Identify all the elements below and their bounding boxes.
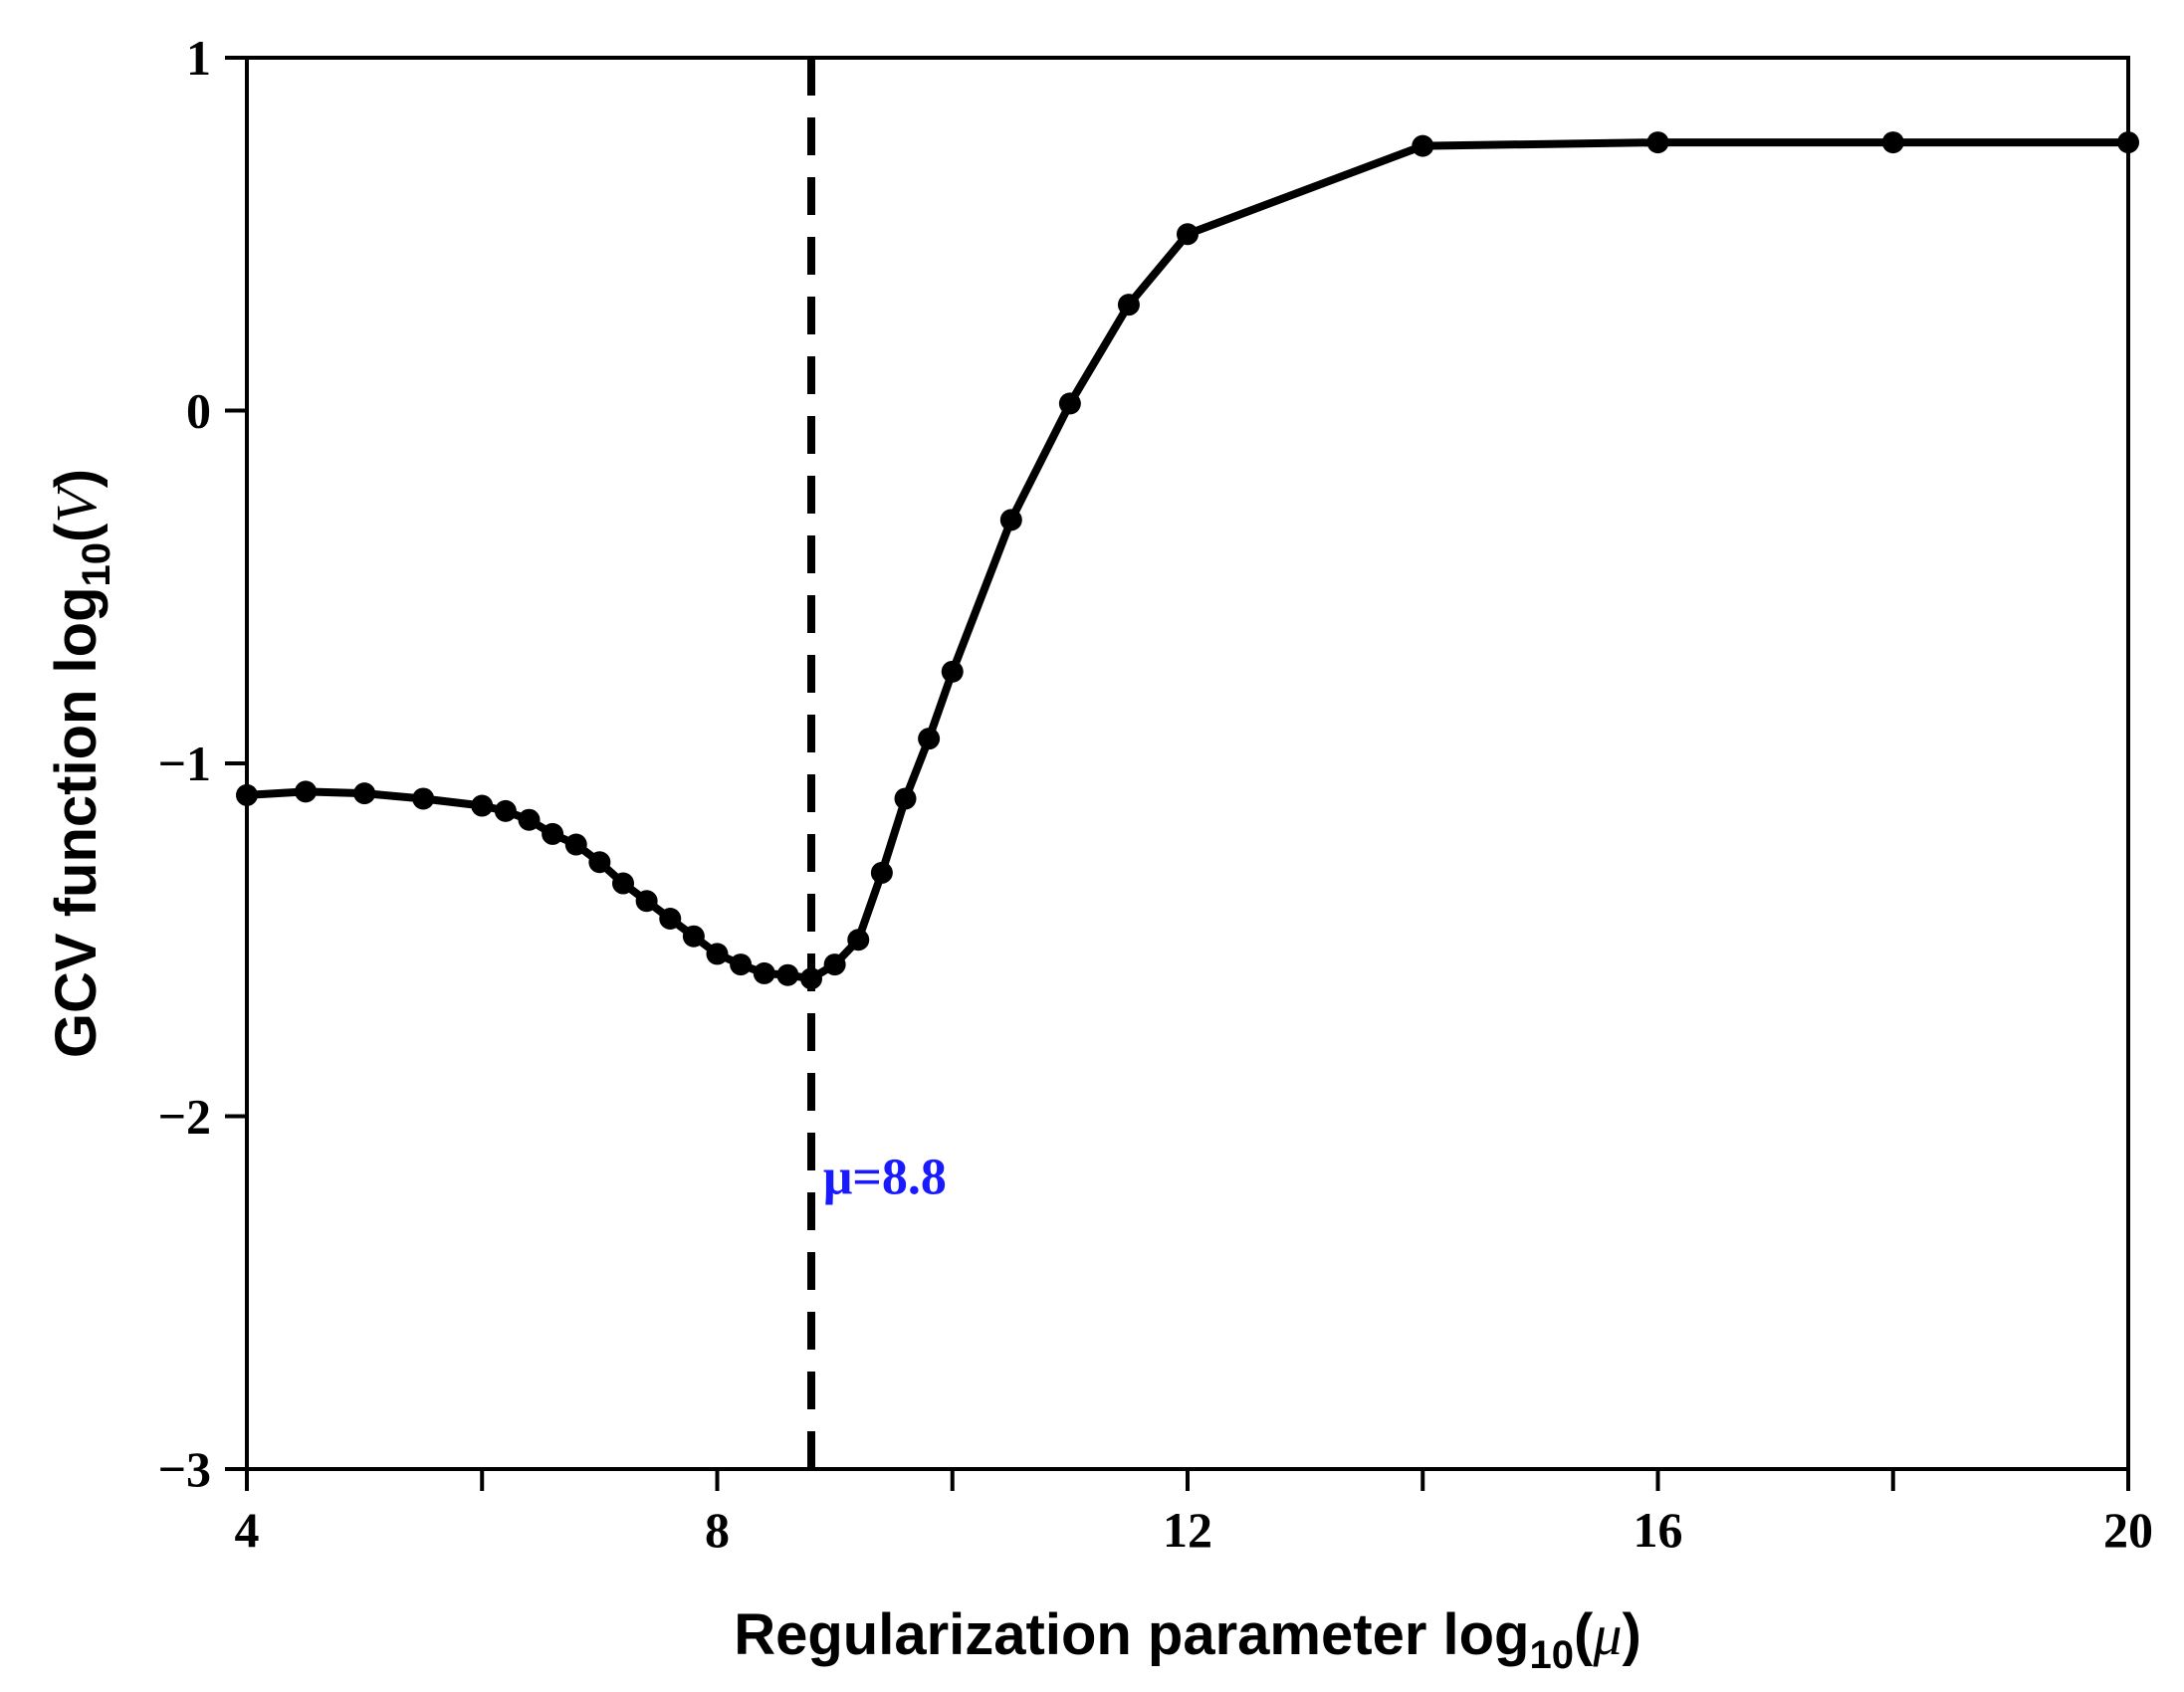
data-point	[823, 953, 846, 976]
data-point	[295, 780, 318, 803]
data-point	[941, 660, 964, 683]
x-axis-ticks	[245, 1469, 2130, 1491]
y-axis-label-variable: V	[44, 482, 109, 524]
x-tick-label: 12	[1163, 1502, 1212, 1558]
x-axis-label-open-paren: (	[1574, 1602, 1594, 1667]
y-tick-label: −1	[158, 736, 212, 791]
data-point	[1177, 223, 1199, 246]
y-axis-label-close-paren: )	[44, 469, 109, 488]
x-axis-label-variable: μ	[1592, 1602, 1622, 1667]
y-tick-label: −2	[158, 1089, 212, 1145]
y-axis-label-subscript: 10	[75, 542, 118, 587]
data-point	[999, 509, 1022, 531]
data-point	[659, 907, 682, 930]
data-point	[870, 861, 893, 884]
data-point	[353, 782, 376, 805]
data-point	[494, 799, 517, 822]
data-point	[918, 728, 941, 750]
x-axis-label: Regularization parameter log10(μ)	[734, 1602, 1641, 1677]
x-axis-label-subscript: 10	[1530, 1633, 1575, 1677]
plot-frame	[245, 56, 2130, 1471]
data-point	[542, 822, 564, 845]
data-point	[471, 794, 494, 817]
data-point	[706, 943, 729, 965]
y-tick-label: 0	[186, 383, 211, 439]
data-point	[588, 851, 611, 874]
y-axis-label-prefix: GCV function log	[44, 586, 109, 1058]
plot-marks: μ=8.8	[236, 58, 2139, 1469]
x-tick-label: 8	[705, 1502, 730, 1558]
mu-annotation-label: μ=8.8	[823, 1149, 947, 1205]
y-tick-label: 1	[186, 30, 211, 86]
data-point	[635, 890, 658, 913]
y-axis-tick-labels: −3 −2 −1 0 1	[158, 30, 212, 1497]
data-point	[730, 953, 753, 976]
y-tick-label: −3	[158, 1441, 212, 1497]
x-tick-label: 4	[235, 1502, 260, 1558]
data-point	[776, 963, 799, 986]
data-point	[847, 929, 870, 952]
x-axis-label-prefix: Regularization parameter log	[734, 1602, 1529, 1667]
data-point	[682, 925, 705, 948]
y-axis-label-open-paren: (	[44, 523, 109, 542]
x-axis-label-close-paren: )	[1622, 1602, 1640, 1667]
data-point	[800, 967, 822, 990]
y-axis-ticks	[225, 56, 247, 1471]
data-point	[564, 833, 587, 856]
y-axis-label: GCV function log10(V)	[44, 469, 118, 1058]
data-point	[1881, 131, 1904, 154]
data-point	[612, 872, 634, 895]
data-point	[894, 787, 917, 810]
data-point	[518, 808, 541, 831]
x-tick-label: 20	[2103, 1502, 2153, 1558]
x-tick-label: 16	[1634, 1502, 1683, 1558]
data-point	[1412, 134, 1434, 157]
x-axis-tick-labels: 4 8 12 16 20	[235, 1502, 2154, 1558]
data-point	[1117, 294, 1140, 317]
series-line	[243, 138, 2132, 983]
data-point	[753, 961, 775, 984]
data-point	[1058, 392, 1081, 415]
data-point	[1646, 131, 1669, 154]
data-point	[412, 787, 435, 810]
